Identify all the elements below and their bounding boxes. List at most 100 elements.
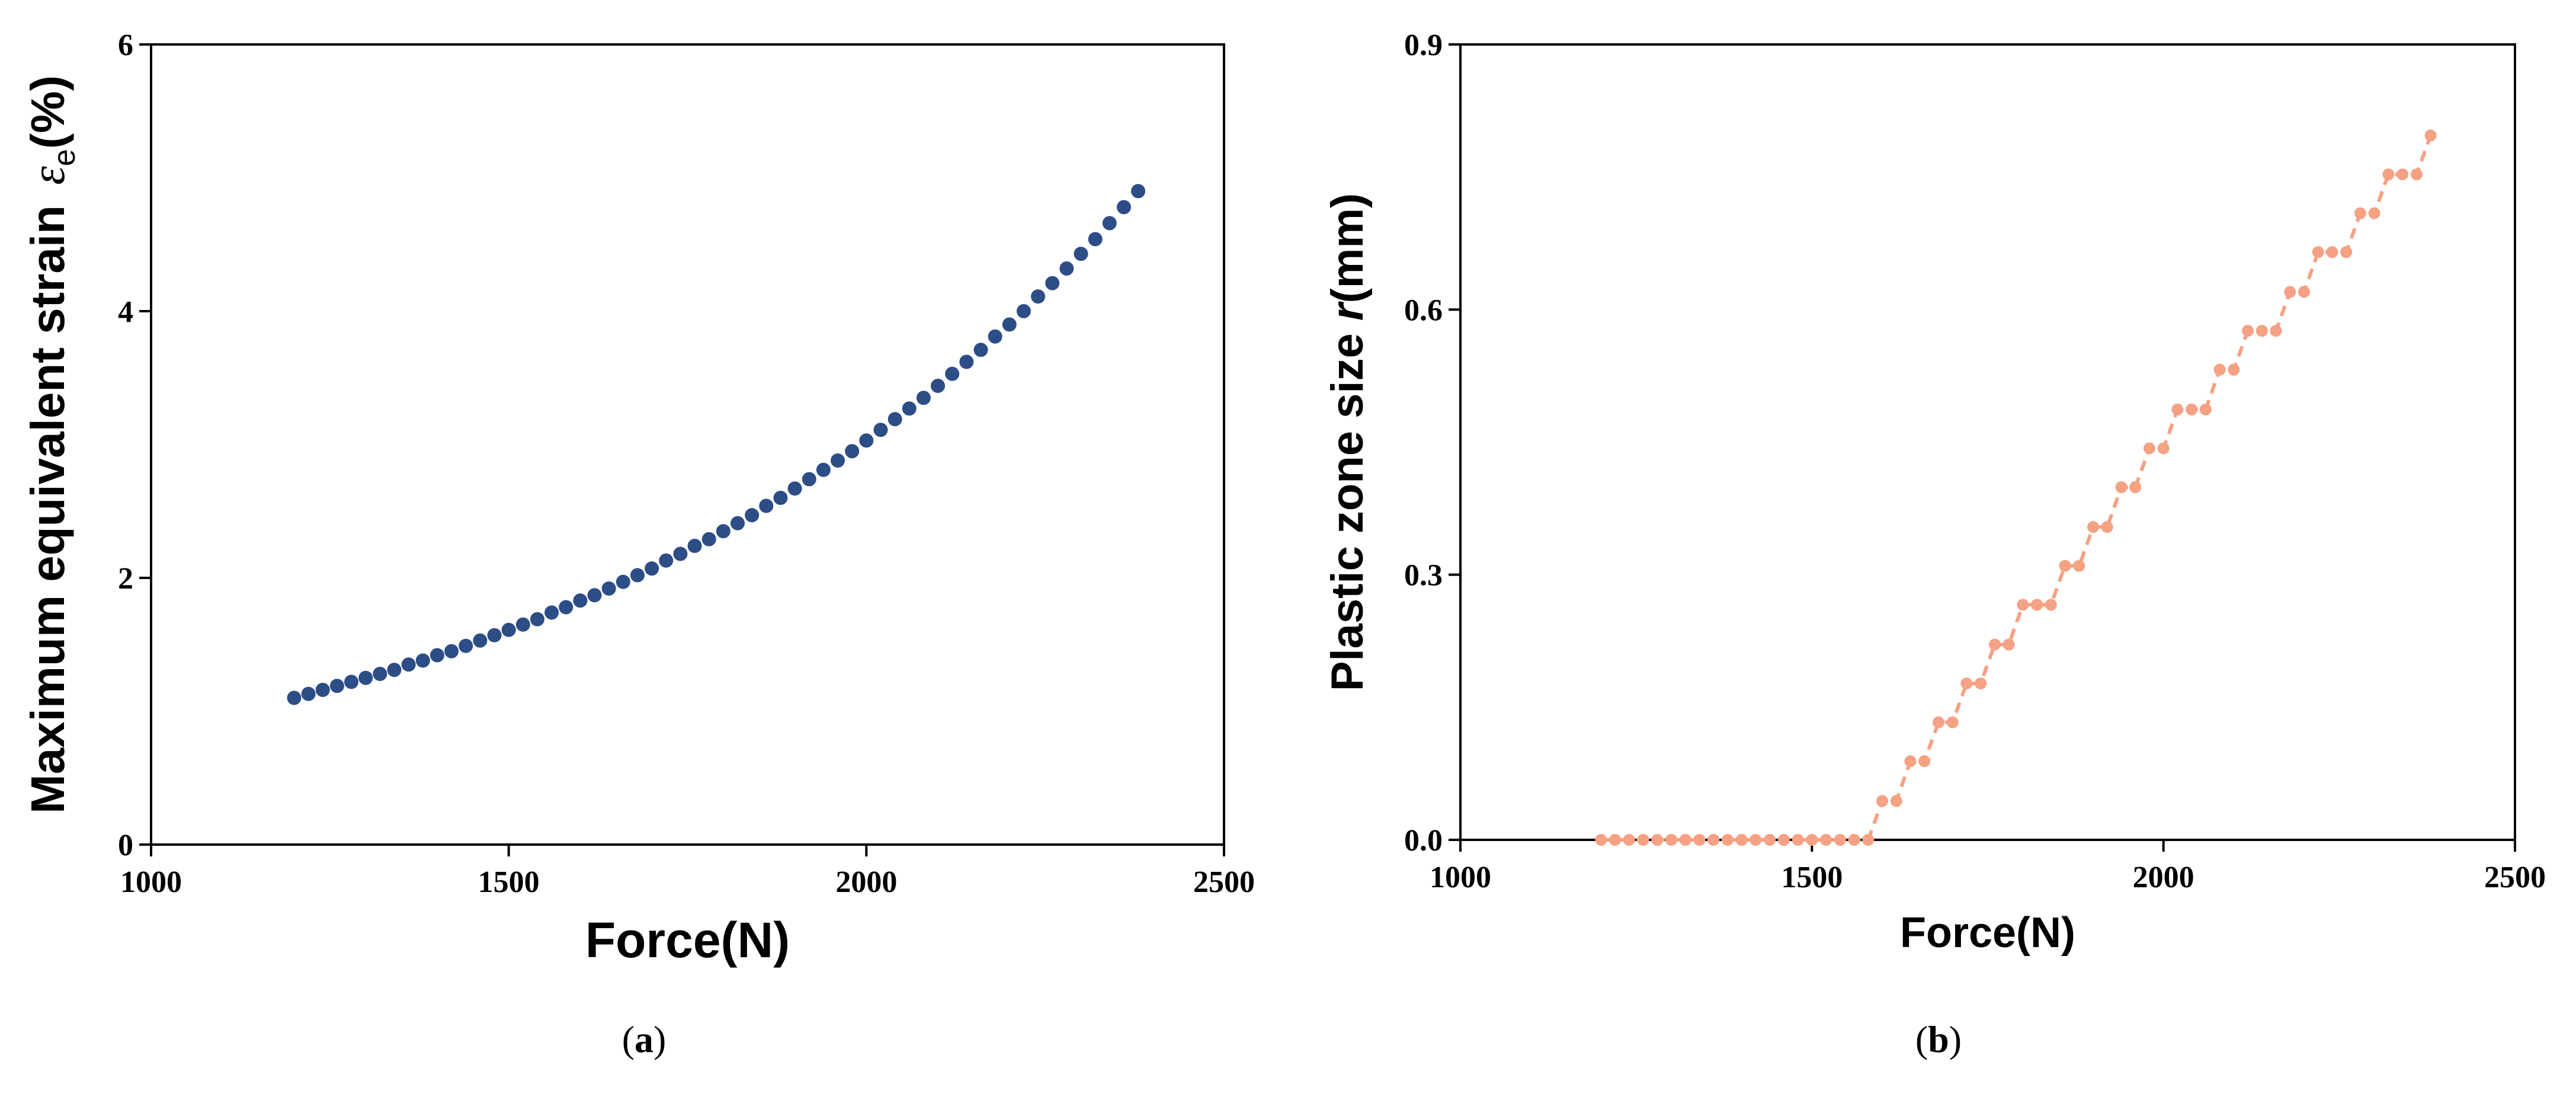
data-point [887, 412, 902, 427]
y-axis-label: Plastic zone size r(mm) [1322, 193, 1373, 692]
data-point [1651, 834, 1664, 846]
data-point [988, 329, 1002, 344]
data-point [1609, 834, 1622, 846]
data-point [2059, 560, 2071, 572]
data-point [1637, 834, 1649, 846]
data-point [2087, 521, 2099, 533]
data-point [2340, 246, 2353, 258]
data-point [859, 433, 874, 448]
data-point [1016, 304, 1031, 318]
data-point [916, 391, 931, 405]
data-point [501, 622, 516, 637]
data-point [287, 690, 302, 705]
data-point [1735, 834, 1748, 846]
data-point [315, 683, 330, 697]
data-point [2382, 168, 2395, 181]
data-point [530, 612, 544, 626]
data-point [931, 379, 946, 393]
data-point [2186, 403, 2198, 415]
x-axis-label: Force(N) [585, 912, 790, 968]
data-point [459, 638, 473, 653]
data-point [1102, 216, 1117, 231]
data-point [1890, 795, 1902, 807]
data-point [816, 462, 831, 477]
chart: 1000 1500 2000 2500 0 2 4 6 Force(N) Maximum equi… [21, 28, 1255, 1060]
data-point [1820, 834, 1832, 846]
y-tick-label: 0.9 [1404, 28, 1443, 62]
data-point [2284, 286, 2296, 298]
data-point [2354, 207, 2366, 219]
data-point [301, 686, 316, 701]
data-point [2312, 246, 2324, 258]
data-point [845, 444, 860, 459]
data-point [544, 605, 559, 620]
data-point [601, 581, 616, 596]
data-point [1750, 834, 1762, 846]
data-point [373, 667, 387, 681]
data-point [515, 617, 530, 632]
y-axis-label-part: ε [23, 166, 75, 185]
x-tick-label: 1500 [1781, 861, 1843, 894]
data-point [2045, 599, 2057, 611]
data-point [2270, 325, 2282, 337]
data-point [1975, 677, 1987, 690]
y-axis-label-part: (%) [21, 75, 74, 149]
y-axis-label-part: (mm) [1322, 193, 1373, 303]
data-point [873, 423, 888, 437]
data-point [1876, 795, 1888, 807]
data-point [2396, 168, 2409, 181]
data-point [2115, 481, 2128, 494]
data-point [329, 679, 344, 693]
y-axis-label-part: Plastic zone size [1322, 321, 1373, 691]
y-tick-label: 6 [118, 28, 133, 62]
data-point [358, 670, 373, 685]
data-point [1665, 834, 1677, 846]
x-tick-label: 1500 [478, 865, 540, 899]
data-point [1595, 834, 1607, 846]
data-point [1131, 184, 1146, 199]
data-point [1707, 834, 1720, 846]
data-point [701, 532, 716, 546]
data-point [659, 553, 674, 568]
y-axis-label-part: r [1322, 300, 1373, 321]
data-point [1059, 261, 1074, 276]
data-point [2143, 442, 2155, 455]
y-tick-label: 0.3 [1404, 559, 1443, 593]
y-tick-label: 4 [118, 295, 133, 329]
x-tick-label: 2500 [1193, 865, 1255, 899]
data-point [802, 472, 816, 487]
data-point [473, 633, 488, 648]
y-tick-label: 0.6 [1404, 293, 1443, 327]
data-point [1764, 834, 1776, 846]
data-point [759, 498, 774, 513]
data-point [630, 568, 645, 583]
data-point [1002, 317, 1017, 332]
data-point [831, 453, 845, 468]
data-point [2003, 638, 2015, 651]
x-axis-label: Force(N) [1900, 909, 2075, 957]
data-point [745, 508, 760, 523]
data-point [673, 546, 688, 561]
data-point [487, 628, 502, 642]
data-point [687, 539, 702, 553]
data-point [1777, 834, 1790, 846]
y-axis-label: Maximum equivalent strain εe(%) [21, 75, 82, 814]
y-tick-label: 0 [118, 829, 133, 862]
data-point [2242, 325, 2254, 337]
data-point [2199, 403, 2212, 415]
data-point [2017, 599, 2029, 611]
y-axis-label-part: e [47, 149, 82, 166]
x-tick-label: 1000 [120, 865, 182, 899]
data-point [902, 401, 917, 416]
y-axis-label-part: Maximum equivalent strain [21, 192, 74, 814]
data-point [730, 516, 745, 530]
data-point [645, 561, 659, 576]
data-point [1848, 834, 1860, 846]
caption: (b) [1915, 1018, 1962, 1060]
data-point [2326, 246, 2338, 258]
data-point [444, 644, 459, 658]
data-point [344, 674, 359, 689]
data-point [616, 574, 630, 589]
data-point [1904, 755, 1917, 768]
